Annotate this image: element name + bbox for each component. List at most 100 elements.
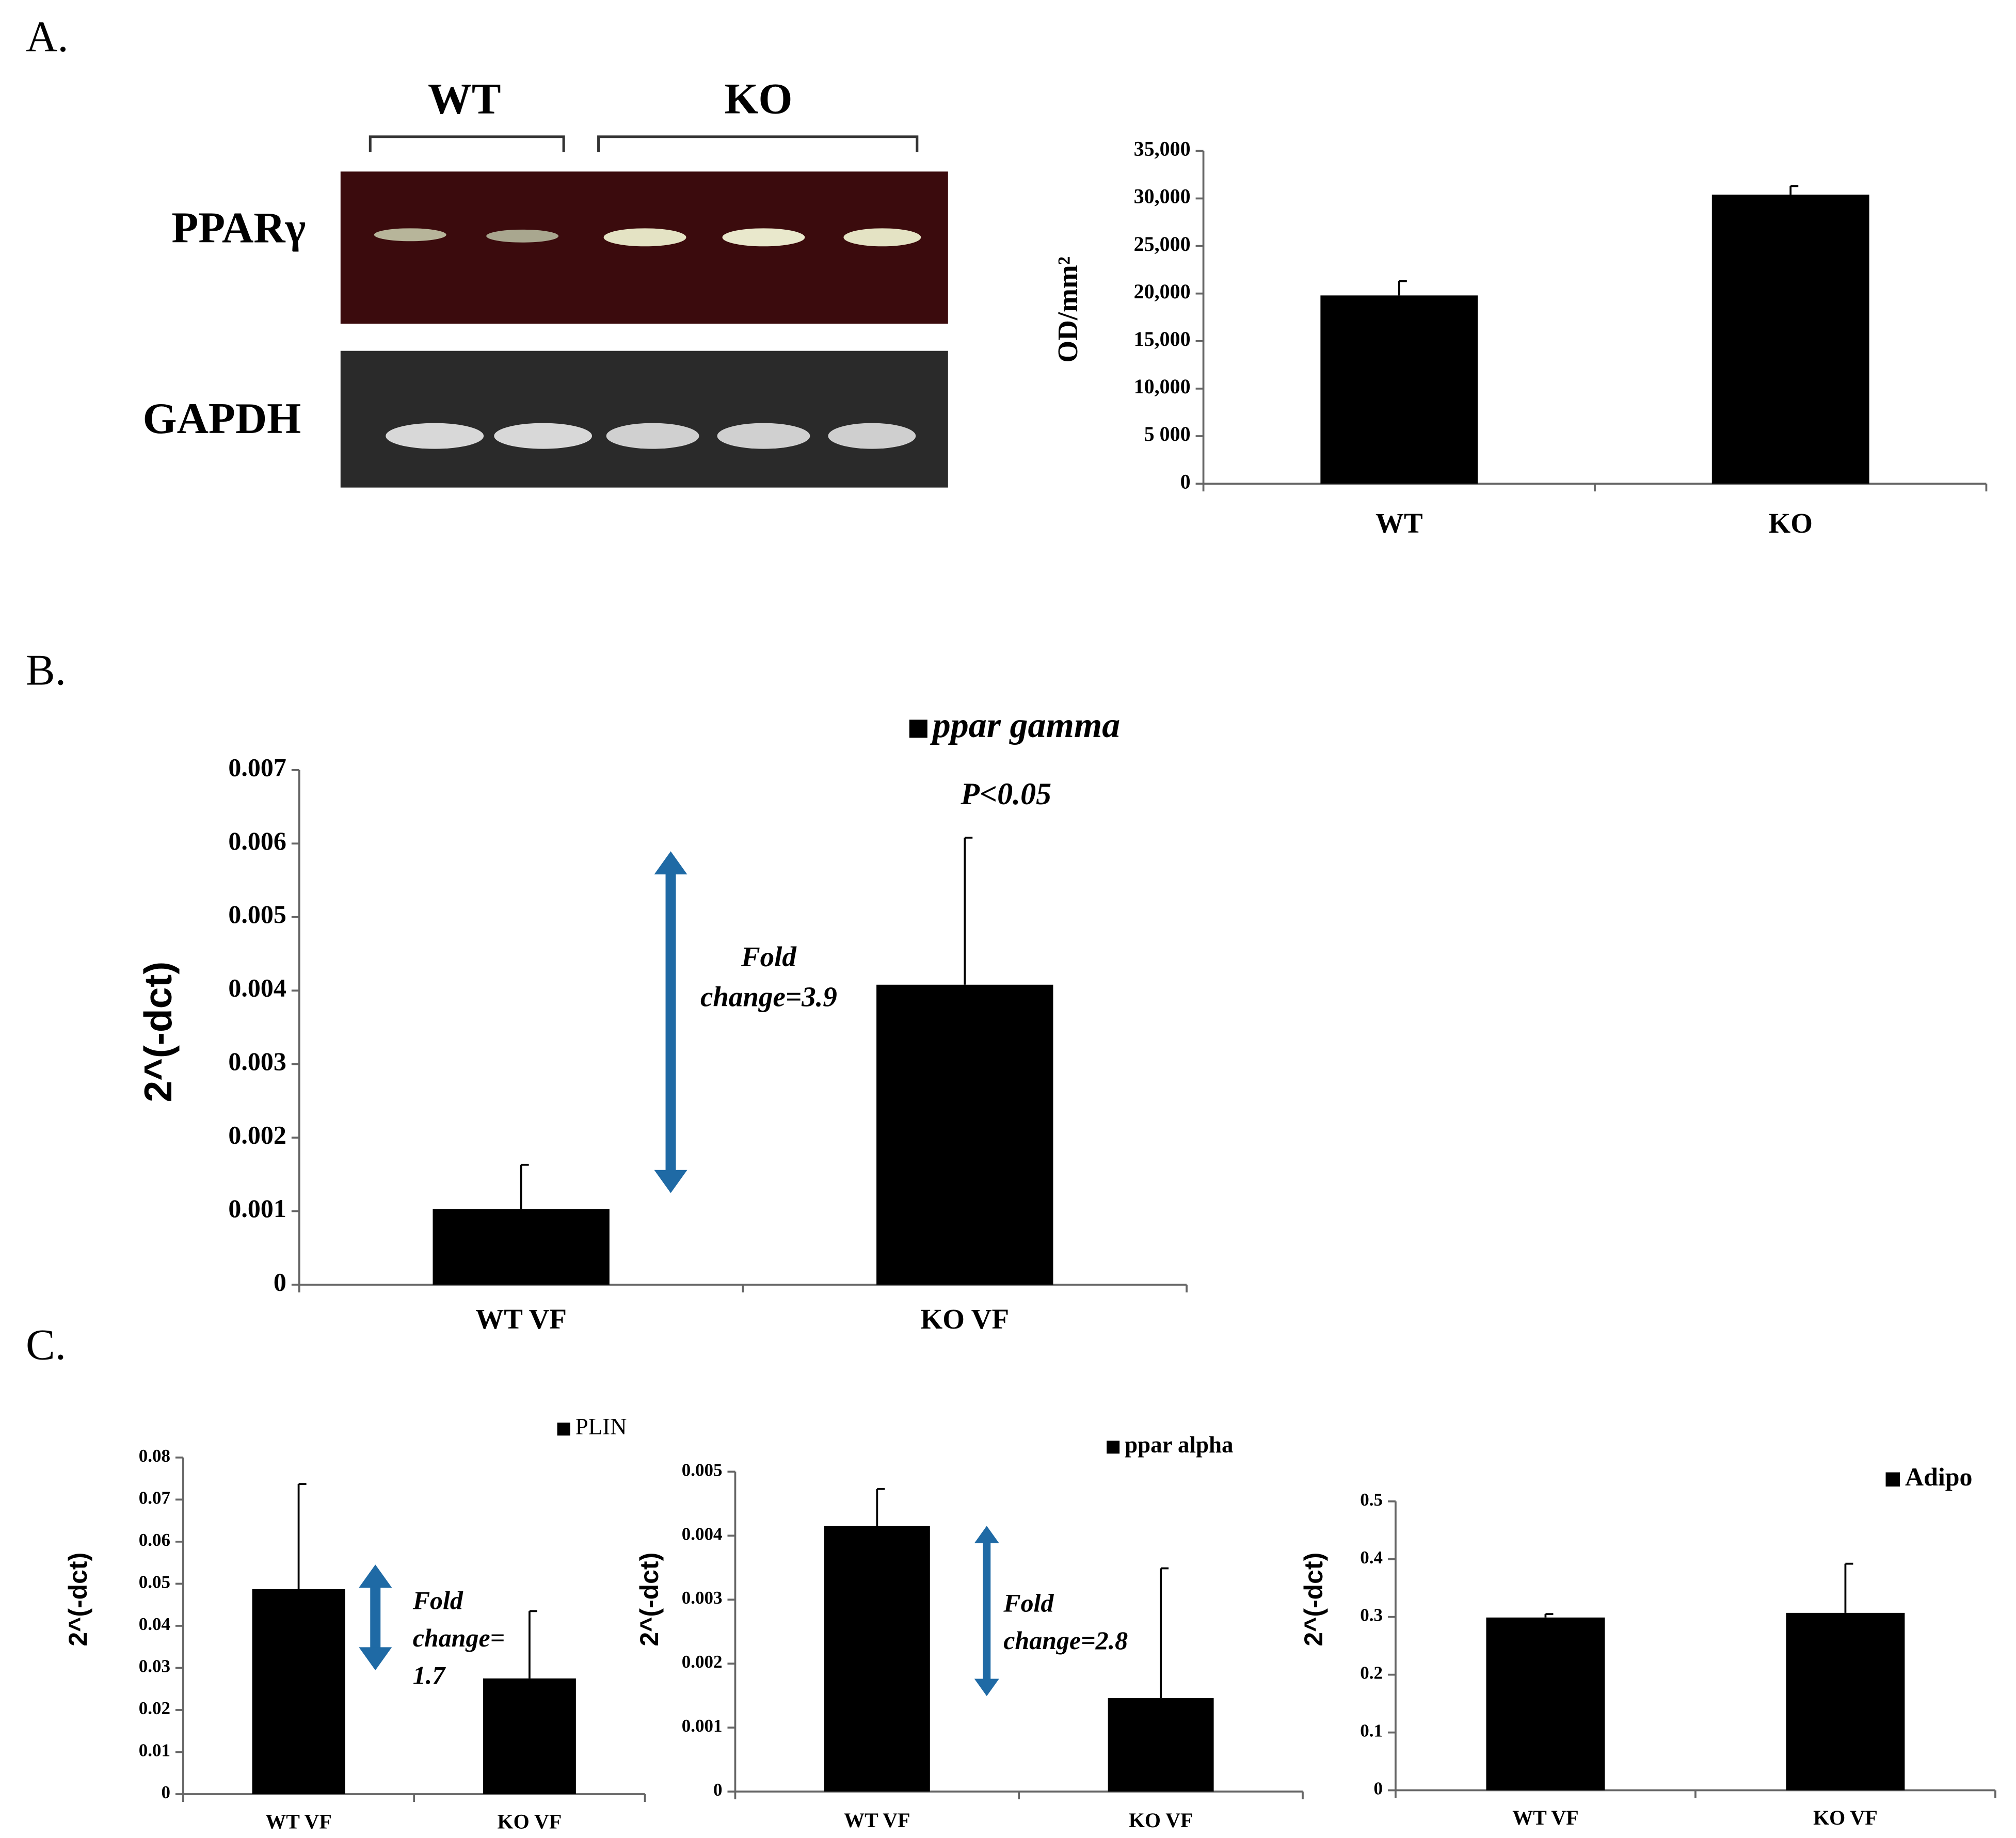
- y-tick-label: 0.05: [139, 1572, 170, 1592]
- panel-label: C.: [26, 1320, 66, 1369]
- fold-arrow-head: [359, 1564, 392, 1671]
- legend-label: ppar gamma: [930, 706, 1120, 745]
- annotation: Fold: [741, 941, 797, 972]
- chart: 0 0.001 0.002 0.003 0.004 0.005 0.006 0.007 WT V…: [136, 706, 1188, 1335]
- x-tick-label: WT VF: [844, 1809, 910, 1832]
- legend-label: ppar alpha: [1125, 1432, 1233, 1458]
- y-tick-label: 35,000: [1134, 137, 1191, 161]
- y-tick-label: 0: [161, 1782, 170, 1802]
- x-tick-label: WT: [1375, 507, 1423, 539]
- gel-band: [486, 229, 559, 243]
- fold-arrow-head: [974, 1526, 999, 1697]
- bar: [1486, 1617, 1605, 1791]
- chart: 0 5 000 10,000 15,000 20,000 25,000 30,000 35,0…: [1052, 137, 1988, 539]
- y-tick-label: 0.005: [682, 1460, 723, 1480]
- annotation: Fold: [412, 1586, 463, 1615]
- gel-group-label: KO: [724, 74, 792, 123]
- y-tick-label: 0: [274, 1267, 286, 1296]
- y-tick-label: 0.003: [228, 1047, 286, 1076]
- y-tick-label: 0.007: [228, 753, 286, 781]
- gel-band: [494, 423, 593, 449]
- x-tick-label: KO VF: [498, 1810, 562, 1833]
- y-tick-label: 0.3: [1360, 1605, 1383, 1625]
- y-axis-label: OD/mm²: [1052, 257, 1083, 363]
- y-tick-label: 0.002: [682, 1652, 723, 1672]
- annotation: change=3.9: [700, 981, 837, 1012]
- gel-lane-block: [340, 350, 948, 488]
- panel-label: A.: [26, 12, 69, 61]
- y-tick-label: 0.004: [228, 973, 286, 1002]
- x-tick-label: KO VF: [1813, 1806, 1878, 1829]
- x-tick-label: KO VF: [921, 1303, 1010, 1335]
- y-tick-label: 0.04: [139, 1614, 170, 1634]
- x-tick-label: WT VF: [1512, 1806, 1578, 1829]
- error-bar: [529, 1610, 537, 1679]
- gel-band: [717, 423, 810, 449]
- x-tick-label: KO VF: [1129, 1809, 1193, 1832]
- annotation: Fold: [1003, 1589, 1054, 1618]
- gel-band: [606, 423, 699, 449]
- y-tick-label: 30,000: [1134, 185, 1191, 208]
- y-tick-label: 20,000: [1134, 280, 1191, 303]
- legend-swatch: [1885, 1472, 1900, 1487]
- y-tick-label: 0.004: [682, 1524, 723, 1544]
- y-tick-label: 25,000: [1134, 232, 1191, 255]
- legend-swatch: [1107, 1441, 1120, 1454]
- y-tick-label: 0.001: [228, 1194, 286, 1223]
- x-tick-label: WT VF: [265, 1810, 331, 1833]
- y-tick-label: 5 000: [1144, 422, 1191, 445]
- y-axis-label: 2^(-dct): [1299, 1553, 1328, 1647]
- y-axis-label: 2^(-dct): [136, 962, 180, 1102]
- y-tick-label: 0.006: [228, 826, 286, 855]
- legend-swatch: [557, 1423, 570, 1436]
- legend-label: PLIN: [575, 1414, 627, 1440]
- gel-band: [828, 423, 916, 449]
- chart: 0 0.01 0.02 0.03 0.04 0.05 0.06 0.07 0.08 WT VF KO…: [63, 1414, 646, 1833]
- y-tick-label: 0.005: [228, 900, 286, 929]
- bar: [876, 984, 1053, 1285]
- bar: [433, 1209, 610, 1285]
- bar: [483, 1678, 576, 1795]
- error-bar: [1160, 1567, 1169, 1699]
- annotation: change=: [413, 1623, 505, 1652]
- gel-image: WT KO PPARγ GAPDH: [143, 74, 948, 488]
- gel-band: [843, 228, 921, 247]
- bar: [1320, 295, 1478, 484]
- y-tick-label: 15,000: [1134, 327, 1191, 350]
- gel-lane-block: [340, 171, 948, 324]
- gel-group-label: WT: [428, 74, 501, 123]
- y-tick-label: 0: [713, 1780, 722, 1800]
- error-bar: [1844, 1562, 1853, 1613]
- gel-row-label: GAPDH: [143, 394, 301, 443]
- y-tick-label: 0.002: [228, 1121, 286, 1149]
- bar: [1786, 1612, 1905, 1791]
- y-tick-label: 0: [1373, 1779, 1382, 1799]
- x-tick-label: KO: [1768, 507, 1813, 539]
- error-bar: [1789, 185, 1799, 195]
- gel-band: [374, 228, 446, 242]
- gel-bracket: [369, 135, 919, 152]
- annotation: P<0.05: [960, 777, 1051, 811]
- y-tick-label: 0.5: [1360, 1490, 1383, 1510]
- y-tick-label: 0.01: [139, 1740, 170, 1761]
- y-axis-label: 2^(-dct): [63, 1553, 92, 1647]
- y-tick-label: 0.001: [682, 1716, 723, 1736]
- y-tick-label: 0.003: [682, 1588, 723, 1608]
- error-bar: [1544, 1613, 1554, 1618]
- legend-swatch: [909, 720, 927, 738]
- error-bar: [964, 837, 973, 985]
- y-tick-label: 0.1: [1360, 1721, 1383, 1741]
- error-bar: [876, 1488, 885, 1526]
- bar: [1711, 195, 1869, 484]
- bar: [252, 1589, 345, 1795]
- gel-row-label: PPARγ: [171, 203, 306, 252]
- chart: 0 0.1 0.2 0.3 0.4 0.5 WT VF KO VF Adipo 2^(-dct): [1299, 1462, 1996, 1829]
- y-tick-label: 10,000: [1134, 375, 1191, 398]
- error-bar: [1398, 280, 1407, 296]
- y-tick-label: 0.08: [139, 1446, 170, 1466]
- chart: 0 0.001 0.002 0.003 0.004 0.005 WT VF KO VF ppar…: [635, 1432, 1304, 1832]
- annotation: change=2.8: [1003, 1626, 1128, 1655]
- error-bar: [520, 1163, 529, 1209]
